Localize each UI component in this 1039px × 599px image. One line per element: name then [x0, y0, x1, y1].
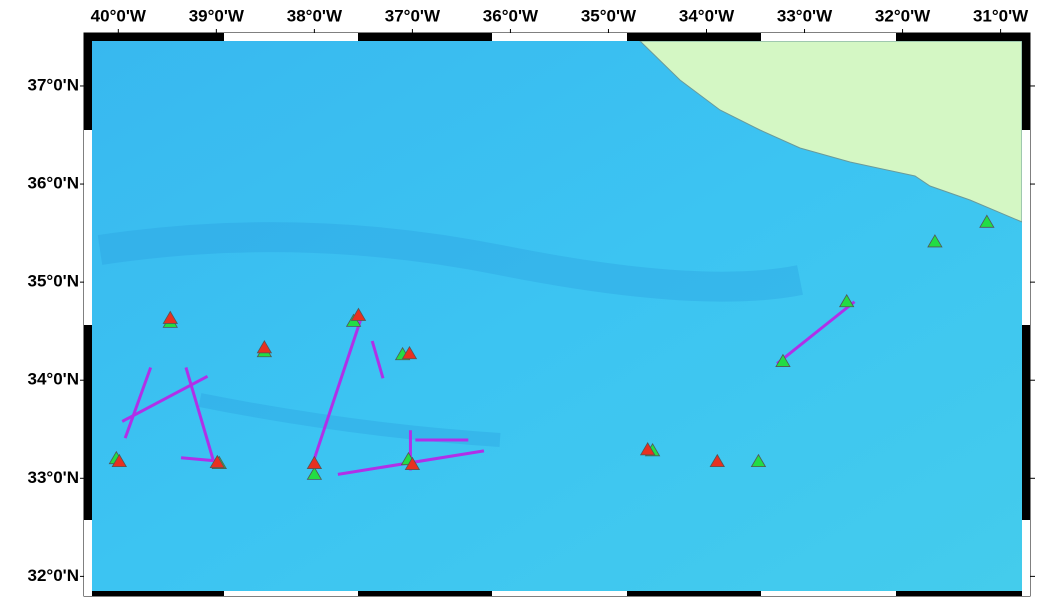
border-bar — [896, 33, 1030, 41]
border-bar — [492, 591, 627, 596]
lon-label: 35°0'W — [581, 6, 637, 25]
lat-label: 33°0'N — [28, 468, 79, 487]
border-bar — [896, 591, 1030, 596]
lon-label: 40°0'W — [91, 6, 147, 25]
lat-label: 36°0'N — [28, 174, 79, 193]
border-bar — [761, 33, 896, 41]
border-bar — [84, 591, 224, 596]
lat-label: 35°0'N — [28, 272, 79, 291]
border-bar — [84, 325, 92, 520]
lon-label: 32°0'W — [875, 6, 931, 25]
border-bar — [224, 591, 358, 596]
border-bar — [1022, 130, 1030, 325]
border-bar — [84, 33, 92, 130]
border-bar — [84, 130, 92, 325]
lat-label: 32°0'N — [28, 566, 79, 585]
lat-label: 37°0'N — [28, 75, 79, 94]
border-bar — [492, 33, 627, 41]
border-bar — [84, 33, 224, 41]
border-bar — [627, 591, 761, 596]
border-bar — [84, 520, 92, 596]
lon-label: 31°0'W — [973, 6, 1029, 25]
border-bar — [761, 591, 896, 596]
border-bar — [358, 591, 492, 596]
border-bar — [1022, 325, 1030, 520]
lon-label: 38°0'W — [287, 6, 343, 25]
lon-label: 34°0'W — [679, 6, 735, 25]
border-bar — [1022, 520, 1030, 596]
lat-label: 34°0'N — [28, 370, 79, 389]
lon-label: 37°0'W — [385, 6, 441, 25]
border-bar — [224, 33, 358, 41]
border-bar — [627, 33, 761, 41]
map: 40°0'W 39°0'W 38°0'W 37°0'W 36°0'W 35°0'W 34°0… — [0, 0, 1039, 599]
lon-label: 39°0'W — [189, 6, 245, 25]
lon-label: 36°0'W — [483, 6, 539, 25]
border-bar — [1022, 33, 1030, 130]
lon-label: 33°0'W — [777, 6, 833, 25]
border-bar — [358, 33, 492, 41]
